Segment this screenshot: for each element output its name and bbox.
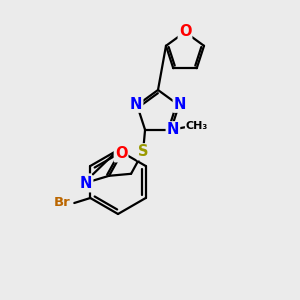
Text: N: N	[130, 97, 142, 112]
Text: S: S	[138, 144, 148, 159]
Text: N: N	[174, 97, 186, 112]
Text: H: H	[81, 174, 91, 187]
Text: N: N	[80, 176, 92, 191]
Text: O: O	[115, 146, 127, 161]
Text: Br: Br	[53, 196, 70, 209]
Text: CH₃: CH₃	[186, 121, 208, 131]
Text: N: N	[167, 122, 179, 137]
Text: O: O	[179, 25, 191, 40]
